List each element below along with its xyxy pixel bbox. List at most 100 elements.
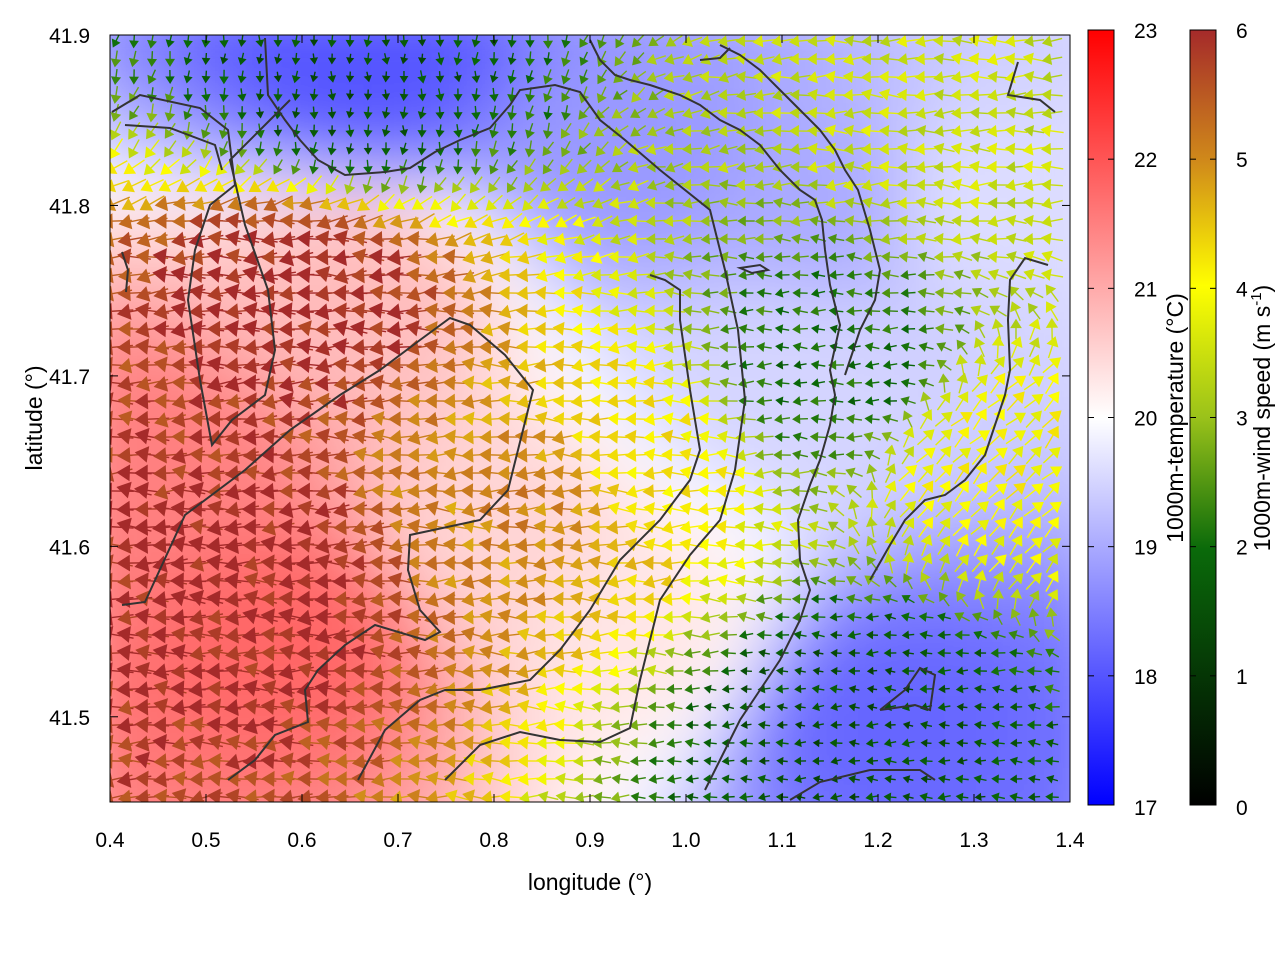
wind-arrow: [273, 71, 282, 83]
wind-arrow: [128, 50, 140, 68]
wind-arrow: [807, 35, 829, 48]
temperature-cell: [790, 675, 831, 716]
temperature-cell: [150, 835, 191, 876]
wind-arrow: [614, 51, 626, 67]
wind-arrow: [327, 53, 337, 65]
colorbar-tick-label: 5: [1236, 149, 1248, 172]
temperature-cell: [910, 315, 951, 356]
wind-arrow: [345, 71, 355, 83]
x-tick-label: 1.0: [671, 829, 700, 852]
wind-arrow: [435, 35, 445, 47]
wind-arrow: [632, 52, 645, 66]
temperature-cell: [350, 715, 391, 756]
temperature-cell: [950, 35, 991, 36]
temperature-cell: [990, 835, 1031, 876]
wind-arrow: [579, 51, 589, 67]
temperature-cell: [110, 35, 151, 36]
wind-arrow: [665, 35, 683, 47]
wind-arrow: [682, 53, 703, 65]
x-tick-label: 0.5: [191, 829, 220, 852]
wind-arrow: [735, 35, 757, 47]
wind-field: [110, 35, 1064, 802]
colorbar-tick-label: 0: [1236, 797, 1248, 820]
wind-arrow: [843, 35, 865, 47]
wind-arrow: [417, 70, 427, 84]
colorbar-tick-label: 6: [1236, 20, 1248, 43]
wind-arrow: [597, 69, 608, 85]
wind-arrow: [753, 53, 775, 66]
wind-arrow: [525, 70, 535, 84]
x-tick-label: 1.3: [959, 829, 988, 852]
temperature-cell: [510, 35, 551, 36]
wind-arrow: [1041, 35, 1063, 47]
wind-arrow: [237, 52, 247, 66]
temperature-cell: [310, 35, 351, 36]
temperature-cell: [630, 795, 671, 802]
temperature-cell: [350, 795, 391, 802]
wind-arrow: [399, 35, 409, 48]
wind-arrow: [950, 52, 974, 65]
wind-arrow: [879, 35, 901, 48]
colorbar-tick-label: 17: [1134, 797, 1157, 820]
wind-colorbar-label: 1000m-wind speed (m s-1): [1248, 285, 1275, 551]
wind-arrow: [237, 35, 247, 47]
temperature-cell: [870, 155, 911, 196]
temperature-cell: [750, 355, 791, 396]
wind-arrow: [417, 35, 427, 47]
wind-colorbar-label-end: ): [1249, 285, 1275, 293]
temperature-cell: [870, 355, 911, 396]
wind-arrow: [771, 53, 793, 66]
colorbar-tick-label: 2: [1236, 537, 1248, 560]
wind-arrow: [309, 53, 319, 65]
wind-arrow: [597, 35, 607, 49]
wind-arrow: [842, 53, 866, 66]
wind-arrow: [543, 69, 553, 85]
wind-arrow: [164, 51, 176, 67]
wind-arrow: [237, 70, 247, 84]
colorbar-tick-label: 22: [1134, 149, 1157, 172]
wind-arrow: [824, 52, 848, 66]
temperature-cell: [150, 35, 191, 36]
wind-arrow: [110, 68, 122, 85]
wind-arrow: [381, 35, 391, 47]
temperature-cell: [630, 35, 671, 36]
temperature-cell: [590, 35, 631, 36]
wind-arrow: [146, 51, 158, 67]
wind-arrow: [471, 35, 481, 48]
wind-arrow: [648, 35, 665, 47]
wind-arrow: [986, 53, 1010, 66]
colorbar-tick-label: 23: [1134, 20, 1157, 43]
wind-arrow: [525, 35, 535, 48]
wind-arrow: [861, 52, 883, 66]
colorbar-tick-label: 4: [1236, 278, 1248, 301]
wind-arrow: [327, 71, 337, 83]
temperature-cell: [110, 635, 111, 676]
temperature-cell: [110, 235, 111, 276]
wind-arrow: [183, 70, 193, 84]
temperature-cell: [1030, 195, 1070, 236]
wind-arrow: [789, 71, 811, 84]
wind-arrow: [681, 35, 703, 48]
temperature-cell: [910, 835, 951, 876]
temperature-cell: [110, 395, 111, 436]
temperature-cell: [910, 275, 951, 316]
wind-arrow: [542, 35, 554, 49]
temperature-cell: [230, 835, 271, 876]
wind-arrow: [453, 52, 463, 66]
temperature-colorbar-label: 1000m-temperature (°C): [1162, 293, 1188, 543]
temperature-cell: [110, 155, 111, 196]
wind-arrow: [718, 71, 738, 83]
temperature-cell: [390, 155, 431, 196]
wind-arrow: [310, 71, 319, 83]
x-tick-label: 0.7: [383, 829, 412, 852]
temperature-cell: [950, 675, 991, 716]
wind-arrow: [147, 69, 157, 85]
wind-arrow: [525, 51, 535, 67]
wind-arrow: [717, 35, 739, 48]
wind-colorbar-label-main: 1000m-wind speed (m s: [1249, 306, 1275, 551]
temperature-cell: [550, 515, 591, 556]
wind-arrow: [932, 35, 956, 48]
temperature-cell: [190, 795, 231, 802]
temperature-cell: [830, 355, 871, 396]
wind-arrow: [824, 35, 848, 47]
